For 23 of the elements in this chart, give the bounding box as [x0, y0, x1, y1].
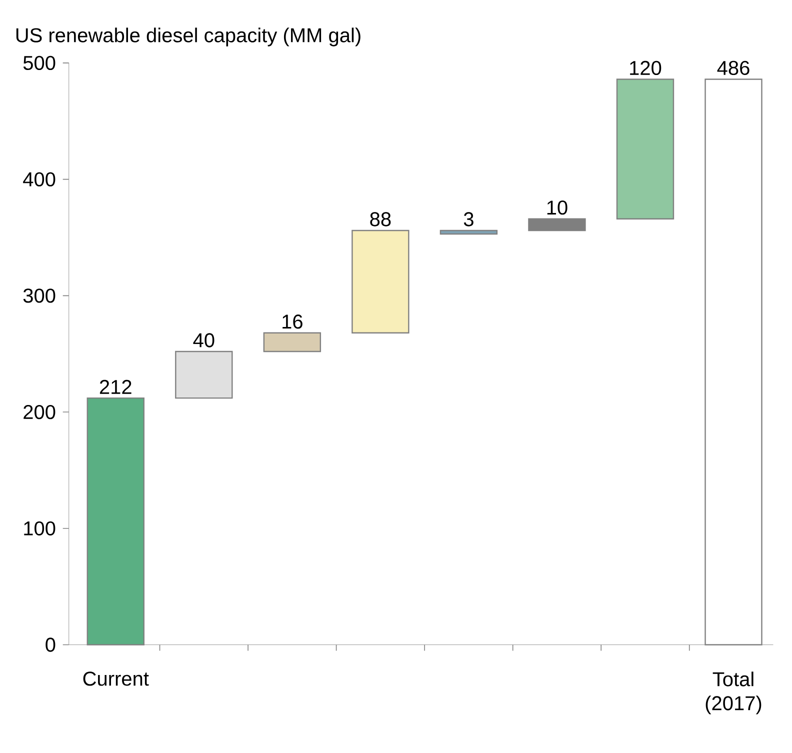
data-label: 3 — [464, 212, 474, 226]
x-tick-label: Total (2017) — [706, 672, 762, 714]
data-label: 10 — [547, 200, 568, 215]
y-tick-label: 400 — [23, 172, 56, 186]
data-label: 88 — [370, 212, 391, 226]
y-tick-label: 300 — [23, 288, 56, 303]
x-tick-label: Current — [83, 672, 149, 686]
bar — [263, 332, 322, 352]
y-tick-label: 500 — [23, 56, 56, 70]
bar — [528, 218, 586, 232]
chart-title: US renewable diesel capacity (MM gal) — [16, 28, 360, 46]
data-label: 40 — [193, 333, 214, 348]
y-tick-label: 200 — [24, 404, 56, 420]
data-label: 16 — [282, 314, 302, 329]
data-label: 486 — [717, 60, 750, 76]
data-label: 120 — [630, 60, 662, 76]
bar — [352, 230, 410, 334]
bar — [616, 78, 674, 220]
y-tick-label: 0 — [46, 638, 56, 652]
data-label: 212 — [100, 380, 132, 394]
bar — [175, 350, 233, 399]
bar — [440, 230, 498, 235]
y-tick-label: 100 — [24, 521, 56, 536]
